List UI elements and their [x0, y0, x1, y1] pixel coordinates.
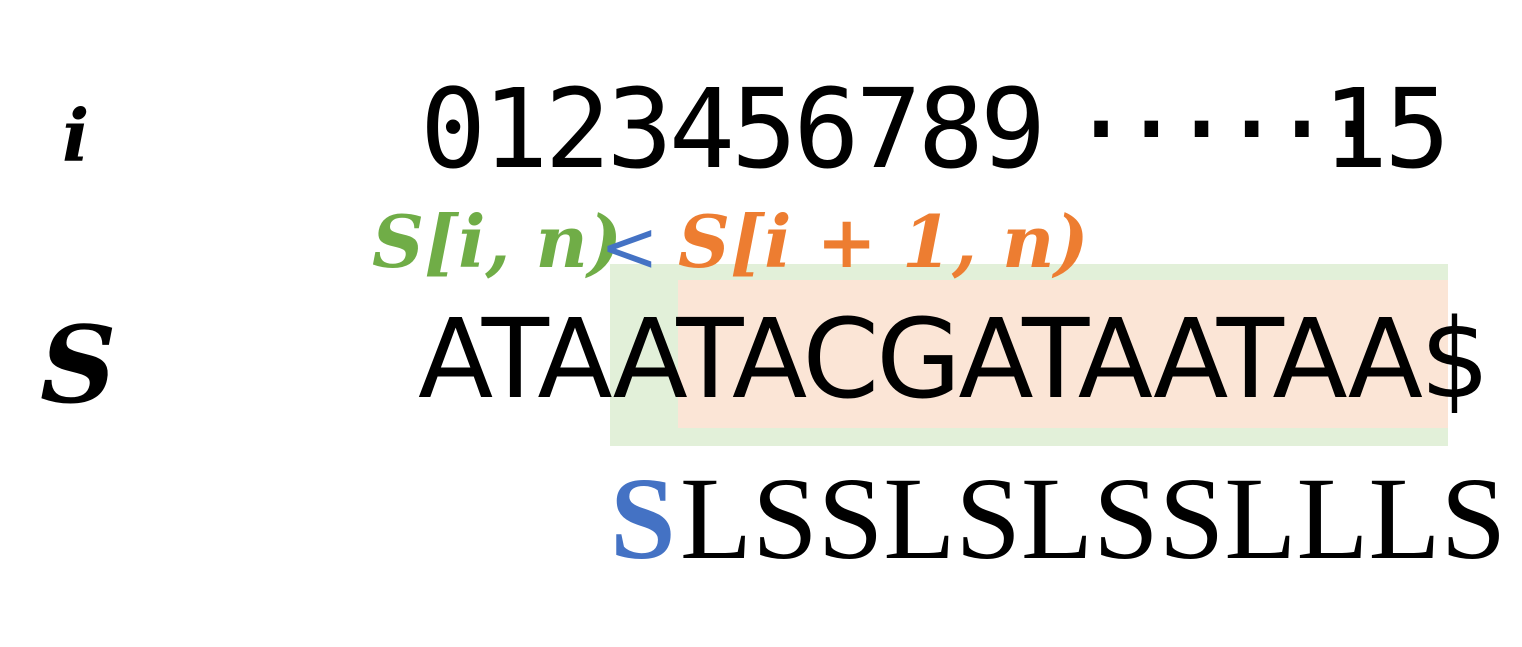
type-first-s: S	[610, 453, 676, 584]
type-sequence: LSSLSLSSLLLS	[680, 453, 1507, 584]
string-row-label: S	[40, 302, 117, 427]
index-ellipsis: ······	[1068, 65, 1385, 193]
less-than-operator: <	[600, 206, 659, 288]
suffix-i-plus-1-highlight	[678, 280, 1448, 428]
suffix-i-formula: S[i, n)	[372, 199, 622, 284]
string-value: ATAATACGATAATAA$	[418, 295, 1490, 423]
index-digits: 0123456789	[420, 65, 1046, 193]
suffix-i-plus-1-formula: S[i + 1, n)	[678, 199, 1089, 284]
index-last: 15	[1322, 65, 1450, 193]
index-row-label: i	[62, 93, 90, 178]
